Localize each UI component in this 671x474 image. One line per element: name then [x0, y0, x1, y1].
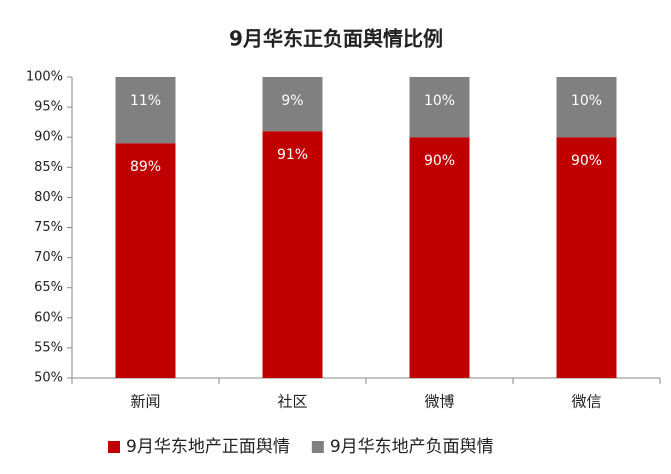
x-tick-label: 社区 — [277, 393, 307, 411]
y-tick-label: 50% — [34, 371, 63, 386]
y-tick-label: 55% — [34, 340, 63, 355]
y-tick-label: 65% — [34, 280, 63, 295]
data-label: 9% — [281, 93, 303, 109]
y-tick-label: 85% — [34, 160, 63, 175]
x-tick-label: 微信 — [571, 393, 601, 411]
y-tick-label: 70% — [34, 250, 63, 265]
y-tick-label: 95% — [34, 100, 63, 115]
bar-segment — [409, 77, 470, 138]
chart-title: 9月华东正负面舆情比例 — [229, 27, 443, 51]
legend-swatch — [311, 441, 324, 453]
x-tick-label: 新闻 — [130, 393, 160, 411]
y-tick-label: 75% — [34, 220, 63, 235]
data-label: 90% — [424, 153, 455, 169]
y-tick-label: 60% — [34, 310, 63, 325]
data-label: 10% — [424, 93, 455, 109]
data-label: 89% — [130, 159, 161, 175]
data-label: 91% — [277, 147, 308, 163]
legend-swatch — [108, 441, 120, 453]
bar-segment — [115, 77, 176, 144]
data-label: 10% — [571, 93, 602, 109]
x-tick-label: 微博 — [424, 393, 454, 411]
bar-segment — [556, 137, 617, 378]
legend-label: 9月华东地产正面舆情 — [126, 437, 290, 457]
bar-segment — [115, 143, 176, 378]
y-tick-label: 100% — [26, 70, 63, 85]
y-tick-label: 80% — [34, 190, 63, 205]
bar-segment — [409, 137, 470, 378]
data-label: 90% — [571, 153, 602, 169]
legend-label: 9月华东地产负面舆情 — [330, 437, 494, 457]
bar-segment — [262, 77, 323, 132]
bar-segment — [556, 77, 617, 138]
bar-segment — [262, 131, 323, 378]
y-tick-label: 90% — [34, 130, 63, 145]
data-label: 11% — [130, 93, 161, 109]
